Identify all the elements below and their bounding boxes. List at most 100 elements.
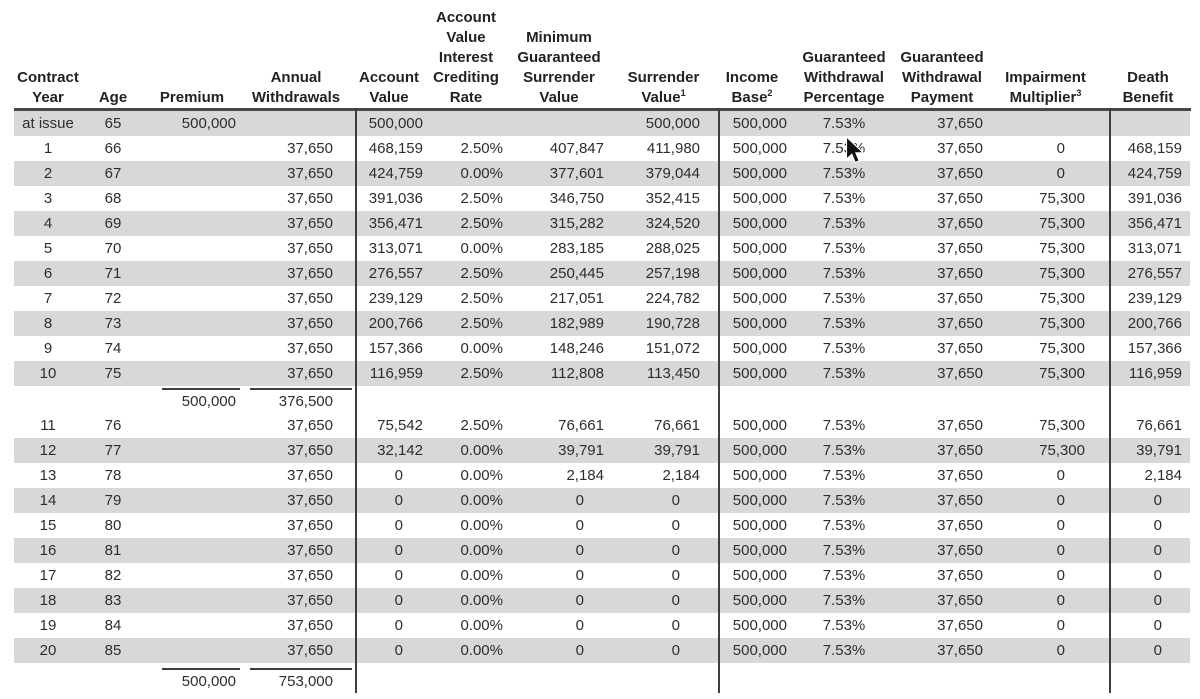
cell-death-benefit: 424,759 <box>1127 165 1182 182</box>
table-row: 17 82 37,650 0 0.00% 0 0 500,000 7.53% 37,650 0 0 <box>14 563 1190 588</box>
cell-surrender-value: 0 <box>671 542 680 559</box>
cell-premium <box>144 613 240 638</box>
cell-premium <box>144 336 240 361</box>
cell-impairment-multiplier: 0 <box>1056 140 1065 157</box>
cell-guaranteed-withdrawal-payment: 37,650 <box>937 617 983 634</box>
cell-account-value-interest-crediting-rate: 2.50% <box>460 365 503 382</box>
cell-age: 80 <box>104 517 122 534</box>
subtotal-row: 500,000 376,500 <box>14 386 1190 413</box>
cell-death-benefit: 0 <box>1153 517 1162 534</box>
cell-account-value-interest-crediting-rate: 0.00% <box>460 642 503 659</box>
cell-account-value: 356,471 <box>368 215 423 232</box>
cell-minimum-guaranteed-surrender-value: 217,051 <box>549 290 604 307</box>
cell-impairment-multiplier: 75,300 <box>1039 215 1085 232</box>
table-row: 5 70 37,650 313,071 0.00% 283,185 288,025 500,0… <box>14 236 1190 261</box>
cell-annual-withdrawals: 37,650 <box>287 417 333 434</box>
cell-account-value: 0 <box>394 617 403 634</box>
cell-account-value: 200,766 <box>368 315 423 332</box>
cell-death-benefit: 0 <box>1153 642 1162 659</box>
cell-income-base: 500,000 <box>732 315 787 332</box>
cell-guaranteed-withdrawal-percentage: 7.53% <box>822 165 866 182</box>
cell-surrender-value: 76,661 <box>654 417 700 434</box>
cell-age: 83 <box>104 592 122 609</box>
cell-premium <box>144 538 240 563</box>
cell-guaranteed-withdrawal-payment: 37,650 <box>937 517 983 534</box>
cell-guaranteed-withdrawal-percentage <box>789 386 899 413</box>
cell-impairment-multiplier <box>985 386 1106 413</box>
cell-impairment-multiplier: 0 <box>1056 517 1065 534</box>
cell-death-benefit: 116,959 <box>1128 365 1182 382</box>
cell-surrender-value: 0 <box>671 517 680 534</box>
cell-account-value-interest-crediting-rate: 0.00% <box>460 492 503 509</box>
cell-death-benefit: 0 <box>1153 492 1162 509</box>
cell-account-value: 0 <box>394 642 403 659</box>
cell-age: 82 <box>104 567 122 584</box>
cell-death-benefit <box>1106 111 1190 136</box>
cell-income-base <box>715 386 789 413</box>
cell-premium <box>144 161 240 186</box>
cell-impairment-multiplier: 75,300 <box>1039 315 1085 332</box>
col-header-guaranteed-withdrawal-payment: Guaranteed Withdrawal Payment <box>900 49 984 106</box>
cell-guaranteed-withdrawal-percentage: 7.53% <box>822 315 866 332</box>
col-header-account-value: Account Value <box>359 69 419 106</box>
cell-account-value-interest-crediting-rate: 0.00% <box>460 165 503 182</box>
cell-death-benefit: 39,791 <box>1136 442 1182 459</box>
cell-annual-withdrawals: 37,650 <box>287 290 333 307</box>
cell-guaranteed-withdrawal-percentage: 7.53% <box>822 265 866 282</box>
cell-contract-year: 18 <box>39 592 57 609</box>
cell-income-base: 500,000 <box>732 492 787 509</box>
cell-premium <box>144 236 240 261</box>
cell-age: 85 <box>104 642 122 659</box>
cell-annual-withdrawals: 37,650 <box>287 442 333 459</box>
cell-guaranteed-withdrawal-percentage: 7.53% <box>822 290 866 307</box>
cell-surrender-value: 411,980 <box>646 140 700 157</box>
col-header-income-base: Income Base2 <box>725 69 779 106</box>
cell-guaranteed-withdrawal-percentage <box>789 663 899 693</box>
cell-guaranteed-withdrawal-percentage: 7.53% <box>822 517 866 534</box>
col-header-impairment-multiplier: Impairment Multiplier3 <box>1005 69 1086 106</box>
table-row: 8 73 37,650 200,766 2.50% 182,989 190,728 500,0… <box>14 311 1190 336</box>
table-row: 6 71 37,650 276,557 2.50% 250,445 257,198 500,0… <box>14 261 1190 286</box>
cell-age: 78 <box>104 467 122 484</box>
table-row: 12 77 37,650 32,142 0.00% 39,791 39,791 500,000… <box>14 438 1190 463</box>
cell-death-benefit <box>1106 663 1190 693</box>
cell-surrender-value: 500,000 <box>645 115 700 132</box>
cell-death-benefit: 313,071 <box>1127 240 1182 257</box>
cell-death-benefit: 0 <box>1153 567 1162 584</box>
cell-death-benefit: 0 <box>1153 592 1162 609</box>
cell-minimum-guaranteed-surrender-value: 76,661 <box>558 417 604 434</box>
cell-death-benefit: 356,471 <box>1127 215 1182 232</box>
cell-account-value <box>352 663 426 693</box>
cell-guaranteed-withdrawal-payment: 37,650 <box>937 492 983 509</box>
cell-impairment-multiplier: 0 <box>1056 542 1065 559</box>
cell-income-base: 500,000 <box>732 365 787 382</box>
cell-annual-withdrawals: 37,650 <box>287 315 333 332</box>
cell-age: 65 <box>104 115 122 132</box>
cell-death-benefit: 200,766 <box>1127 315 1182 332</box>
cell-annual-withdrawals: 37,650 <box>287 592 333 609</box>
cell-age: 74 <box>104 340 122 357</box>
cell-income-base: 500,000 <box>732 417 787 434</box>
cell-surrender-value: 0 <box>671 617 680 634</box>
cell-surrender-value: 0 <box>671 642 680 659</box>
cell-account-value-interest-crediting-rate: 0.00% <box>460 542 503 559</box>
cell-premium <box>144 261 240 286</box>
cell-premium <box>144 361 240 386</box>
cell-guaranteed-withdrawal-percentage: 7.53% <box>822 417 866 434</box>
cell-income-base: 500,000 <box>732 265 787 282</box>
cell-contract-year: 19 <box>39 617 57 634</box>
cell-surrender-value: 2,184 <box>662 467 700 484</box>
cell-income-base: 500,000 <box>732 165 787 182</box>
cell-account-value-interest-crediting-rate: 2.50% <box>460 140 503 157</box>
cell-impairment-multiplier: 0 <box>1056 492 1065 509</box>
cell-annual-withdrawals: 37,650 <box>287 567 333 584</box>
cell-age: 75 <box>104 365 122 382</box>
cell-contract-year: 8 <box>43 315 53 332</box>
cell-premium <box>144 513 240 538</box>
cell-impairment-multiplier: 0 <box>1056 567 1065 584</box>
cell-account-value-interest-crediting-rate <box>426 386 506 413</box>
cell-impairment-multiplier: 75,300 <box>1039 290 1085 307</box>
cell-account-value-interest-crediting-rate: 0.00% <box>460 340 503 357</box>
cell-contract-year: at issue <box>22 115 74 132</box>
